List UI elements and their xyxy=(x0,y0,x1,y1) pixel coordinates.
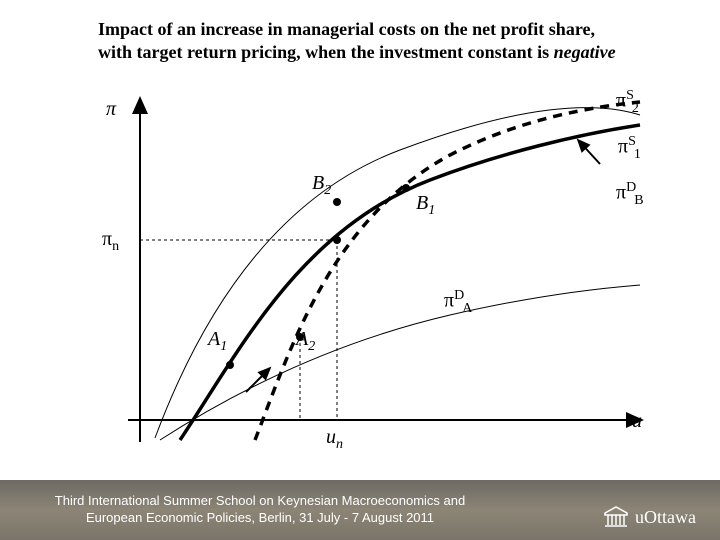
title-line1: Impact of an increase in managerial cost… xyxy=(98,19,595,39)
label-piDA: πDA xyxy=(444,288,472,317)
footer-line2: European Economic Policies, Berlin, 31 J… xyxy=(86,510,434,525)
curve-piS1-solid xyxy=(180,125,640,440)
building-icon xyxy=(603,506,629,528)
label-piDB: πDB xyxy=(616,180,644,209)
point-pin-B xyxy=(333,236,341,244)
diagram-svg xyxy=(100,90,660,450)
slide-title: Impact of an increase in managerial cost… xyxy=(98,18,680,65)
label-u-axis: u xyxy=(632,410,642,433)
point-B1 xyxy=(402,184,410,192)
label-piS2: πS2 xyxy=(616,88,639,117)
label-B1: B1 xyxy=(416,192,435,219)
label-piS1: πS1 xyxy=(618,134,641,163)
title-line2-neg: negative xyxy=(554,42,616,62)
curve-piS2-dash xyxy=(255,102,640,440)
point-B2 xyxy=(333,198,341,206)
label-pin: πn xyxy=(102,228,119,255)
economics-diagram: π πS2 πS1 πDB πDA B2 B1 A1 A2 πn un u xyxy=(100,90,660,450)
label-A1: A1 xyxy=(208,328,227,355)
footer-line1: Third International Summer School on Key… xyxy=(55,493,465,508)
title-line2a: with target return pricing, when the inv… xyxy=(98,42,554,62)
point-A1 xyxy=(226,361,234,369)
label-A2: A2 xyxy=(296,328,315,355)
curve-piDB-thin xyxy=(155,108,640,438)
arrow-S-shift xyxy=(578,140,600,164)
label-pi-axis: π xyxy=(106,98,116,121)
logo-text: uOttawa xyxy=(635,507,696,528)
footer-logo: uOttawa xyxy=(603,506,696,528)
footer-text: Third International Summer School on Key… xyxy=(40,493,480,527)
label-un: un xyxy=(326,426,343,453)
footer-bar: Third International Summer School on Key… xyxy=(0,480,720,540)
label-B2: B2 xyxy=(312,172,331,199)
